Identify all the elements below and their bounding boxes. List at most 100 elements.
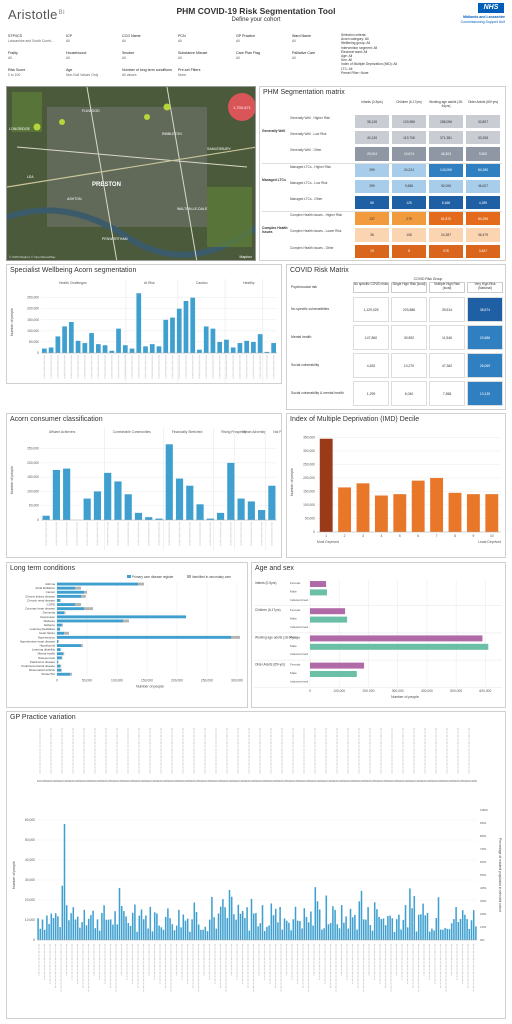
map-place-label: LONGRIDGE <box>9 127 31 131</box>
bar <box>149 906 152 940</box>
filter-dropdown[interactable]: Lancashire and South Cumb... <box>8 39 54 43</box>
matrix-cell[interactable]: 100,986 <box>392 115 426 129</box>
acorn-chart[interactable]: Affluent Achievers Comfortable Communitie… <box>7 426 282 558</box>
matrix-cell[interactable]: 46,007 <box>466 179 500 193</box>
bar <box>448 929 451 940</box>
matrix-cell[interactable]: 84,285 <box>466 163 500 177</box>
filter-dropdown[interactable]: All <box>8 56 12 60</box>
bar <box>365 919 367 940</box>
filter-dropdown[interactable]: All values <box>122 73 137 77</box>
matrix-cell[interactable]: 8 <box>392 244 426 258</box>
age-sex-chart[interactable]: 0 100,000 200,000 300,000 400,000 500,000 600,… <box>252 574 506 708</box>
matrix-cell[interactable]: 61,870 <box>429 212 463 226</box>
y-tick-label: 100,000 <box>303 503 315 507</box>
bar <box>98 930 101 940</box>
covid-cell[interactable]: 47,362 <box>429 353 465 378</box>
covid-cell[interactable]: 10,270 <box>391 353 427 378</box>
gp-chart[interactable]: 100.00% 100.00% 100.00% 100.00% 100.00% 100.0… <box>7 724 506 1019</box>
covid-cell[interactable]: 11,546 <box>429 325 465 350</box>
filter-dropdown[interactable]: All <box>122 39 126 43</box>
covid-cell[interactable]: 7,558 <box>429 381 465 406</box>
covid-cell[interactable]: 203,886 <box>391 297 427 322</box>
bar <box>450 923 453 940</box>
matrix-cell[interactable]: 3,847 <box>466 244 500 258</box>
map-marker <box>59 119 65 125</box>
covid-cell[interactable]: 147,860 <box>353 325 389 350</box>
covid-cell[interactable]: 4,632 <box>353 353 389 378</box>
matrix-cell[interactable]: 288,096 <box>429 115 463 129</box>
filter-dropdown[interactable]: All <box>122 56 126 60</box>
matrix-cell[interactable]: 92,006 <box>429 179 463 193</box>
bar <box>149 344 155 353</box>
y-axis-label: Number of people <box>10 466 14 494</box>
matrix-cell[interactable]: 33,308 <box>466 131 500 145</box>
covid-cell[interactable]: 1,129,025 <box>353 297 389 322</box>
aristotle-logo[interactable]: AristotleBI <box>8 7 65 22</box>
x-tick-label: 300,000 <box>231 678 243 682</box>
matrix-cell[interactable]: 24,224 <box>392 163 426 177</box>
matrix-cell[interactable]: 125 <box>392 196 426 210</box>
pct-tick-label: 100% <box>480 808 488 812</box>
bar <box>292 919 295 940</box>
filter-dropdown[interactable]: All <box>66 39 70 43</box>
matrix-cell[interactable]: 143,006 <box>429 163 463 177</box>
covid-cell[interactable]: 1,299 <box>353 381 389 406</box>
matrix-cell[interactable]: 399 <box>355 163 389 177</box>
matrix-cell[interactable]: 24,387 <box>429 228 463 242</box>
pct-label: 100.00% <box>312 779 324 783</box>
matrix-cell[interactable]: 9,685 <box>392 179 426 193</box>
matrix-cell[interactable]: 137 <box>355 212 389 226</box>
filter-dropdown[interactable]: All <box>178 56 182 60</box>
covid-cell[interactable]: 6,040 <box>391 381 427 406</box>
bar-primary <box>57 623 62 627</box>
matrix-cell[interactable]: 20,004 <box>355 147 389 161</box>
matrix-cell[interactable]: 6,466 <box>429 196 463 210</box>
matrix-cell[interactable]: 4,289 <box>466 196 500 210</box>
bar <box>62 326 67 353</box>
covid-cell[interactable]: 39,514 <box>429 297 465 322</box>
ltc-chart[interactable]: Primary care disease register Identified … <box>7 574 248 708</box>
covid-cell[interactable]: 26,069 <box>467 353 503 378</box>
matrix-cell[interactable]: 9,502 <box>466 147 500 161</box>
matrix-cell[interactable]: 46,303 <box>429 147 463 161</box>
matrix-cell[interactable]: 36,479 <box>466 228 500 242</box>
imd-chart[interactable]: 0 50,000 100,000 150,000 200,000 250,000 300,0… <box>287 426 506 558</box>
filter-dropdown[interactable]: Non-Null Values Only <box>66 73 99 77</box>
matrix-cell[interactable]: 36 <box>355 228 389 242</box>
map-panel[interactable]: 1,700,671 LONGRIDGE PRESTON FULWOOD RIBBLET… <box>6 86 256 261</box>
matrix-cell[interactable]: 119,706 <box>392 131 426 145</box>
matrix-cell[interactable]: 84,296 <box>466 212 500 226</box>
condition-label: Heart failure <box>39 631 55 635</box>
covid-cell[interactable]: 38,574 <box>467 297 503 322</box>
bar <box>200 929 202 940</box>
filter-dropdown[interactable]: All <box>292 56 296 60</box>
matrix-cell[interactable]: 19 <box>355 244 389 258</box>
condition-label: Stroke/TIA <box>41 672 55 676</box>
filter-dropdown[interactable]: All <box>178 39 182 43</box>
matrix-cell[interactable]: 279 <box>392 212 426 226</box>
filter-dropdown[interactable]: All <box>292 39 296 43</box>
matrix-cell[interactable]: 371,381 <box>429 131 463 145</box>
filter-dropdown[interactable]: All <box>66 56 70 60</box>
matrix-cell[interactable]: 40,126 <box>355 131 389 145</box>
map-view[interactable]: 1,700,671 <box>7 87 256 261</box>
filter-dropdown[interactable]: All <box>236 56 240 60</box>
matrix-cell[interactable]: 108 <box>392 228 426 242</box>
covid-cell[interactable]: 20,686 <box>467 325 503 350</box>
bar-primary <box>57 664 60 668</box>
covid-cell[interactable]: 13,135 <box>467 381 503 406</box>
matrix-cell[interactable]: 978 <box>429 244 463 258</box>
filter-dropdown[interactable]: 0 to 100 <box>8 73 21 77</box>
bar <box>475 926 477 940</box>
pct-label: 100.00% <box>224 779 236 783</box>
matrix-cell[interactable]: 38,126 <box>355 115 389 129</box>
filter-dropdown[interactable]: All <box>236 39 240 43</box>
matrix-cell[interactable]: 32,807 <box>466 115 500 129</box>
filter-dropdown[interactable]: None <box>178 73 187 77</box>
matrix-cell[interactable]: 399 <box>355 179 389 193</box>
covid-cell[interactable]: 30,592 <box>391 325 427 350</box>
matrix-cell[interactable]: 10,674 <box>392 147 426 161</box>
wellbeing-chart[interactable]: Health Challenges At Risk Caution Healthy No… <box>7 277 282 384</box>
matrix-cell[interactable]: 56 <box>355 196 389 210</box>
bar <box>211 896 213 940</box>
